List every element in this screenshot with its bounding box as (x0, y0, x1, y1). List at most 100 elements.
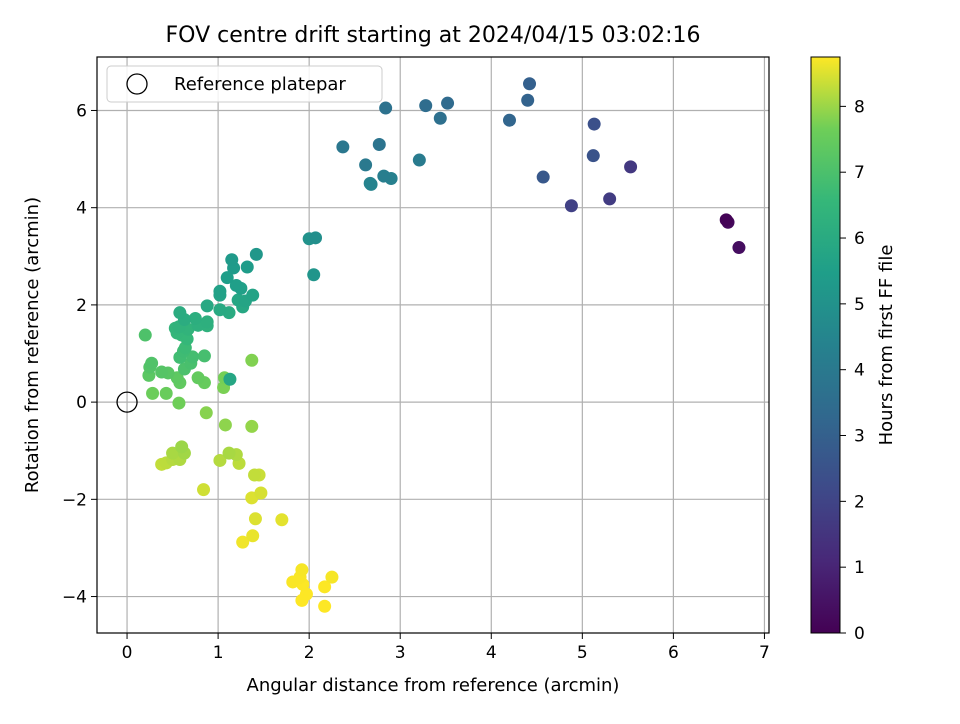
data-point (254, 486, 268, 500)
data-point (521, 93, 535, 107)
data-point (295, 593, 309, 607)
colorbar-tick-label: 4 (854, 361, 865, 381)
data-point (412, 153, 426, 167)
data-point (240, 260, 254, 274)
y-axis-label: Rotation from reference (arcmin) (22, 197, 43, 493)
data-point (275, 513, 289, 527)
data-point (732, 241, 746, 255)
data-point (245, 419, 259, 433)
data-point (188, 312, 202, 326)
plot-frame (96, 56, 770, 634)
data-point (159, 386, 173, 400)
data-point (249, 247, 263, 261)
data-point (318, 580, 332, 594)
x-axis-ticks: 0 1 2 3 4 5 6 7 (122, 633, 770, 663)
legend-box (106, 65, 383, 103)
data-point (564, 199, 578, 213)
colorbar-tick-label: 0 (854, 624, 865, 644)
y-tick-label: 6 (76, 101, 87, 121)
data-point (191, 371, 205, 385)
data-point (523, 77, 537, 91)
data-point (213, 453, 227, 467)
data-point (166, 446, 180, 460)
data-point (309, 231, 323, 245)
colorbar: 0 1 2 3 4 5 6 7 8 Hours from first FF file (810, 56, 897, 644)
colorbar-tick-label: 3 (854, 427, 865, 447)
data-point (336, 140, 350, 154)
x-tick-label: 6 (668, 643, 679, 663)
data-point (719, 213, 733, 227)
data-point (377, 169, 391, 183)
data-point (379, 101, 393, 115)
y-tick-label: 0 (76, 393, 87, 413)
data-point (441, 96, 455, 110)
data-point (218, 418, 232, 432)
data-point (155, 365, 169, 379)
data-point (172, 396, 186, 410)
x-tick-label: 1 (213, 643, 224, 663)
data-point (248, 468, 262, 482)
data-point (200, 315, 214, 329)
data-point (603, 192, 617, 206)
y-tick-label: 4 (76, 199, 87, 219)
data-points (138, 77, 746, 613)
x-tick-label: 7 (759, 643, 770, 663)
data-point (586, 149, 600, 163)
reference-marker (116, 391, 138, 413)
data-point (236, 535, 250, 549)
data-point (175, 440, 189, 454)
data-point (225, 253, 239, 267)
legend-marker-open-circle (126, 73, 148, 95)
data-point (138, 328, 152, 342)
colorbar-tick-label: 6 (854, 229, 865, 249)
data-point (197, 349, 211, 363)
x-tick-label: 0 (122, 643, 133, 663)
data-point (197, 483, 211, 497)
x-tick-label: 5 (577, 643, 588, 663)
data-point (363, 176, 377, 190)
legend: Reference platepar (106, 65, 383, 103)
data-point (223, 372, 237, 386)
data-point (318, 599, 332, 613)
data-point (325, 570, 339, 584)
colorbar-gradient (810, 56, 841, 634)
y-tick-label: −4 (62, 588, 87, 608)
x-tick-label: 4 (486, 643, 497, 663)
data-point (433, 111, 447, 125)
x-axis-label: Angular distance from reference (arcmin) (247, 675, 620, 696)
data-point (502, 113, 516, 127)
data-point (295, 563, 309, 577)
y-tick-label: 2 (76, 296, 87, 316)
colorbar-ticks: 0 1 2 3 4 5 6 7 8 (840, 97, 865, 644)
data-point (359, 158, 373, 172)
data-point (173, 306, 187, 320)
data-point (624, 160, 638, 174)
y-tick-label: −2 (62, 490, 87, 510)
data-point (199, 406, 213, 420)
data-point (146, 386, 160, 400)
colorbar-label: Hours from first FF file (876, 245, 897, 446)
data-point (222, 446, 236, 460)
data-point (200, 299, 214, 313)
data-point (536, 170, 550, 184)
x-tick-label: 3 (395, 643, 406, 663)
legend-label: Reference platepar (174, 74, 346, 95)
data-point (229, 278, 243, 292)
data-point (246, 288, 260, 302)
data-point (245, 353, 259, 367)
data-point (307, 268, 321, 282)
data-point (213, 284, 227, 298)
colorbar-tick-label: 1 (854, 558, 865, 578)
colorbar-tick-label: 5 (854, 295, 865, 315)
data-point (248, 512, 262, 526)
data-point (246, 529, 260, 543)
data-point (587, 117, 601, 131)
reference-platepar-marker (116, 391, 138, 413)
data-point (180, 332, 194, 346)
x-tick-label: 2 (304, 643, 315, 663)
data-point (213, 303, 227, 317)
data-point (220, 271, 234, 285)
data-point (286, 575, 300, 589)
